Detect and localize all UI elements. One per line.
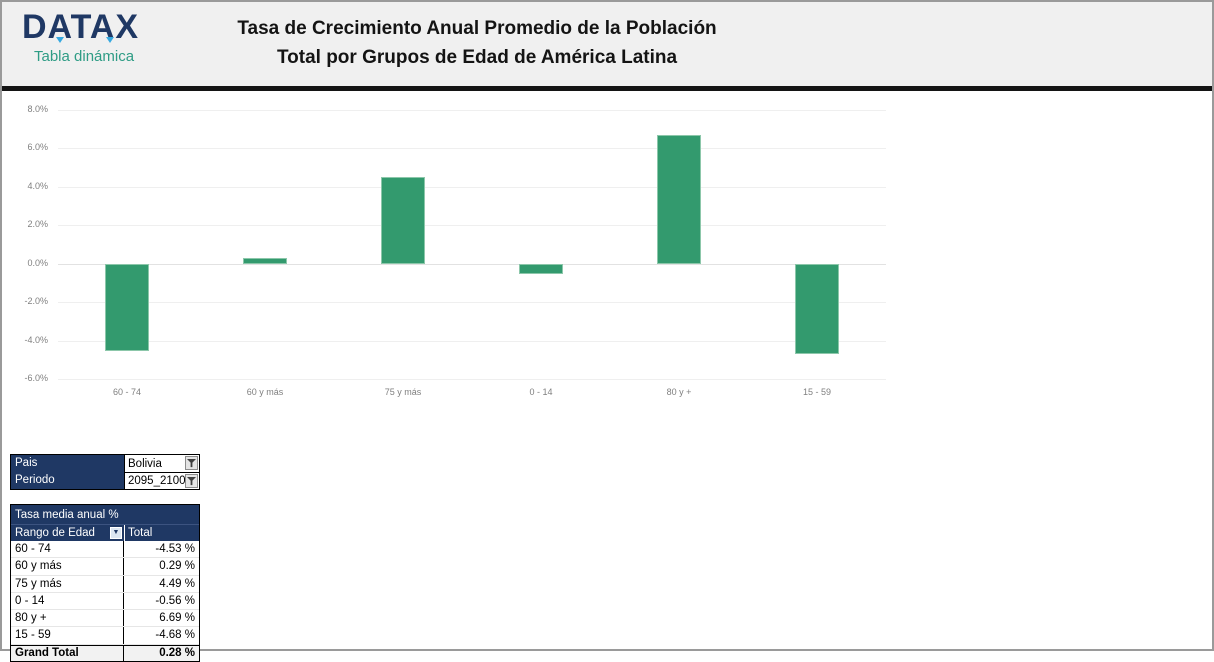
pivot-row: 60 - 74 -4.53 % [11, 541, 199, 559]
page-title-line1: Tasa de Crecimiento Anual Promedio de la… [237, 18, 717, 39]
chart-bar[interactable] [243, 258, 287, 264]
gridline [58, 379, 886, 380]
datax-logo: DATAX Tabla dinámica [22, 8, 139, 65]
gridline [58, 340, 886, 342]
y-axis-label: 8.0% [27, 104, 48, 114]
x-axis-label: 60 y más [246, 387, 284, 397]
gridline [58, 110, 886, 111]
pivot-row: 60 y más 0.29 % [11, 558, 199, 576]
pivot-row-label: 60 y más [11, 558, 124, 575]
pivot-row-value: -0.56 % [155, 594, 195, 607]
pivot-row-field-label: Rango de Edad [15, 527, 95, 539]
pivot-row: 75 y más 4.49 % [11, 575, 199, 593]
x-axis-label: 0 - 14 [529, 387, 553, 397]
grand-total-value: 0.28 % [159, 646, 195, 659]
header: DATAX Tabla dinámica Tasa de Crecimiento… [2, 2, 1212, 91]
filter-value-pais[interactable]: Bolivia [124, 455, 199, 472]
gridline [58, 225, 886, 227]
pivot-row-label: 80 y + [11, 610, 124, 627]
filter-funnel-icon [187, 458, 196, 467]
chart-bar[interactable] [519, 263, 563, 275]
x-axis-label: 60 - 74 [112, 387, 142, 397]
chart-bar[interactable] [657, 135, 701, 264]
pivot-table: Tasa media anual % Rango de Edad ▼ Total… [10, 504, 200, 662]
logo-subtitle: Tabla dinámica [34, 48, 135, 65]
pivot-title: Tasa media anual % [11, 505, 199, 524]
pivot-row: 80 y + 6.69 % [11, 610, 199, 628]
page-title: Tasa de Crecimiento Anual Promedio de la… [227, 14, 727, 72]
y-axis-label: 2.0% [27, 219, 48, 230]
chart-bar[interactable] [105, 263, 149, 351]
filter-value-periodo[interactable]: 2095_2100 [124, 472, 199, 489]
pivot-row: 15 - 59 -4.68 % [11, 627, 199, 645]
pivot-row-label: 75 y más [11, 575, 124, 592]
y-axis-label: 4.0% [27, 180, 48, 191]
pivot-row-value: -4.53 % [155, 543, 195, 555]
pivot-row-value: 6.69 % [159, 612, 195, 625]
pivot-header-row: Rango de Edad ▼ Total [11, 524, 199, 541]
y-axis-label: -4.0% [24, 334, 48, 345]
pivot-row-label: 0 - 14 [11, 592, 124, 610]
filter-value-text: Bolivia [128, 457, 162, 470]
filter-row-periodo: Periodo 2095_2100 [11, 472, 199, 489]
y-axis-label: 6.0% [27, 142, 48, 153]
pivot-row-label: 60 - 74 [11, 541, 124, 558]
y-axis-label: 0.0% [27, 257, 48, 268]
filter-table: Pais Bolivia Periodo 2095_2100 [10, 454, 200, 490]
filter-button[interactable] [185, 474, 198, 488]
filter-label-pais: Pais [11, 455, 124, 472]
gridline [58, 263, 886, 265]
pivot-row-value: 4.49 % [159, 577, 195, 590]
dropdown-button[interactable]: ▼ [110, 527, 122, 539]
y-axis-label: -6.0% [24, 373, 48, 383]
x-axis-label: 80 y + [666, 387, 692, 397]
filter-funnel-icon [187, 476, 196, 485]
chart-bar[interactable] [795, 263, 839, 354]
pivot-row: 0 - 14 -0.56 % [11, 592, 199, 611]
pivot-row-field-header: Rango de Edad ▼ [11, 525, 124, 541]
x-axis-label: 15 - 59 [802, 387, 832, 397]
gridline [58, 302, 886, 304]
gridline [58, 148, 886, 150]
logo-text: DATAX [22, 8, 140, 46]
pivot-total-header: Total [124, 525, 199, 541]
filter-button[interactable] [185, 456, 198, 470]
logo-accent-icon [106, 37, 114, 43]
page-title-line2: Total por Grupos de Edad de América Lati… [276, 47, 678, 68]
filter-row-pais: Pais Bolivia [11, 455, 199, 472]
pivot-grand-total-row: Grand Total 0.28 % [11, 644, 199, 661]
pivot-row-label: 15 - 59 [11, 627, 124, 644]
grand-total-label: Grand Total [11, 645, 124, 661]
filter-label-periodo: Periodo [11, 472, 124, 489]
pivot-row-value: -4.68 % [155, 629, 195, 642]
gridline [58, 186, 886, 188]
y-axis-label: -2.0% [24, 296, 48, 307]
x-axis-label: 75 y más [384, 387, 422, 397]
filter-value-text: 2095_2100 [128, 475, 186, 487]
pivot-row-value: 0.29 % [159, 560, 195, 573]
chart-bar[interactable] [381, 177, 425, 264]
logo-accent-icon [56, 37, 64, 43]
bar-chart: 8.0% 6.0% 4.0% 2.0% 0.0% -2.0% -4.0% -6.0% 60 - … [2, 91, 1212, 413]
